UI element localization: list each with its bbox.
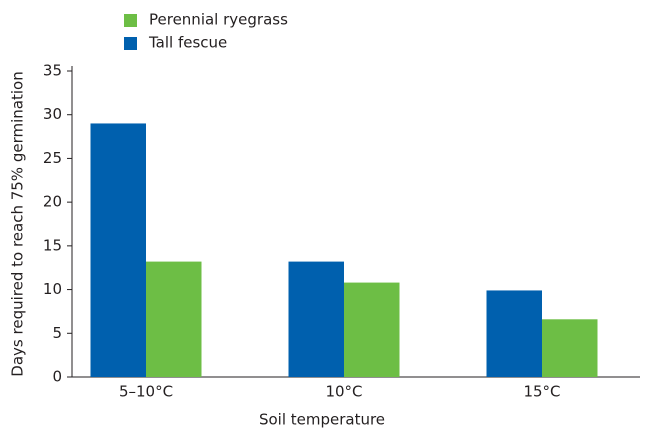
- bar: [288, 261, 344, 377]
- y-tick-label: 20: [43, 193, 62, 211]
- bar: [90, 123, 146, 377]
- y-tick-label: 25: [43, 149, 62, 167]
- bar: [146, 261, 202, 377]
- y-tick-label: 15: [43, 236, 62, 254]
- y-tick-label: 0: [52, 368, 62, 386]
- x-tick-label: 15°C: [523, 383, 560, 401]
- legend-label: Perennial ryegrass: [149, 11, 288, 29]
- bar: [542, 319, 598, 377]
- bar: [344, 282, 400, 377]
- legend-label: Tall fescue: [148, 34, 227, 52]
- x-tick-label: 5–10°C: [119, 383, 173, 401]
- bar: [486, 290, 542, 377]
- legend-swatch: [124, 14, 137, 27]
- x-axis-title: Soil temperature: [259, 411, 385, 429]
- y-tick-label: 10: [43, 280, 62, 298]
- y-tick-label: 35: [43, 62, 62, 80]
- x-tick-label: 10°C: [325, 383, 362, 401]
- y-tick-label: 30: [43, 105, 62, 123]
- y-axis-title: Days required to reach 75% germination: [9, 71, 27, 376]
- y-tick-label: 5: [52, 324, 62, 342]
- legend-swatch: [124, 37, 137, 50]
